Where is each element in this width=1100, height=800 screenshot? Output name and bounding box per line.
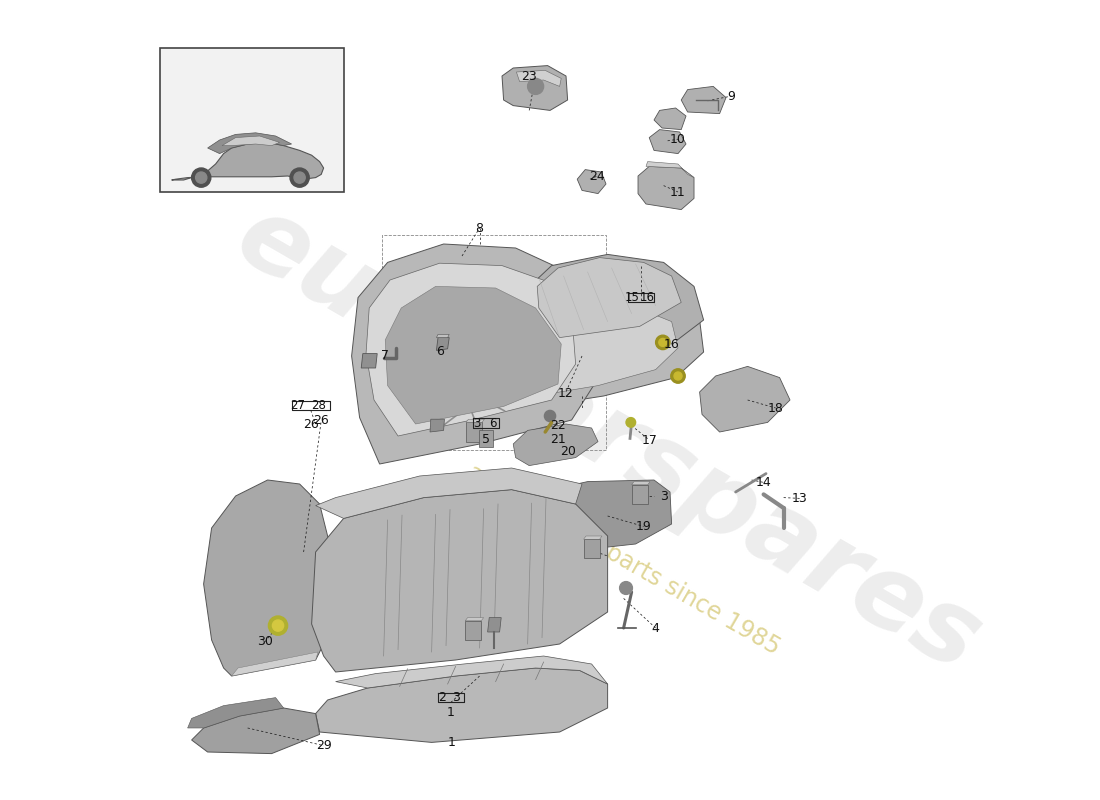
Text: 21: 21 (550, 433, 565, 446)
Circle shape (626, 418, 636, 427)
Circle shape (196, 172, 207, 183)
Polygon shape (638, 166, 694, 210)
Polygon shape (478, 430, 493, 447)
Polygon shape (316, 468, 582, 518)
Circle shape (544, 410, 556, 422)
Text: 12: 12 (558, 387, 573, 400)
Polygon shape (366, 263, 575, 436)
Text: 30: 30 (257, 635, 273, 648)
Text: 23: 23 (521, 70, 537, 82)
Text: 29: 29 (316, 739, 331, 752)
Bar (160, 48, 343, 192)
Text: 11: 11 (670, 186, 686, 198)
Circle shape (619, 582, 632, 594)
Polygon shape (649, 130, 686, 154)
Polygon shape (700, 366, 790, 432)
Text: 1: 1 (447, 706, 454, 718)
Circle shape (659, 338, 667, 346)
Polygon shape (584, 536, 602, 539)
Polygon shape (188, 698, 284, 728)
Polygon shape (537, 258, 681, 338)
Polygon shape (681, 86, 726, 114)
Text: 24: 24 (590, 170, 605, 182)
Polygon shape (232, 652, 318, 676)
Polygon shape (519, 308, 678, 396)
Polygon shape (514, 424, 598, 466)
Polygon shape (311, 490, 607, 672)
Circle shape (273, 620, 284, 631)
Text: 8: 8 (475, 222, 484, 234)
Polygon shape (646, 162, 694, 178)
Circle shape (671, 369, 685, 383)
Polygon shape (466, 422, 482, 442)
Polygon shape (172, 142, 323, 180)
Text: 16: 16 (640, 291, 656, 304)
Polygon shape (430, 419, 444, 432)
Text: 20: 20 (560, 445, 575, 458)
Circle shape (528, 78, 543, 94)
Text: 26: 26 (302, 418, 319, 431)
Text: 6: 6 (436, 346, 443, 358)
Polygon shape (584, 539, 600, 558)
Text: 13: 13 (792, 492, 807, 505)
Text: 4: 4 (651, 622, 660, 634)
Text: 3: 3 (660, 490, 668, 502)
Polygon shape (654, 108, 686, 130)
Circle shape (656, 335, 670, 350)
Text: 7: 7 (382, 350, 389, 362)
Text: 22: 22 (550, 419, 565, 432)
Text: 27: 27 (290, 399, 306, 412)
Polygon shape (510, 296, 704, 408)
Text: 19: 19 (636, 520, 651, 533)
Text: 15: 15 (625, 291, 640, 304)
Text: 16: 16 (663, 338, 680, 350)
Text: 17: 17 (641, 434, 657, 446)
Text: 2: 2 (438, 691, 446, 704)
Polygon shape (631, 485, 648, 504)
Circle shape (294, 172, 305, 183)
Polygon shape (204, 480, 336, 676)
Polygon shape (516, 70, 561, 86)
Text: 14: 14 (756, 476, 771, 489)
Polygon shape (631, 482, 650, 485)
Polygon shape (437, 334, 449, 338)
Polygon shape (191, 708, 320, 754)
Bar (382, 235, 606, 450)
Polygon shape (208, 133, 292, 154)
Text: 26: 26 (314, 414, 329, 427)
Polygon shape (504, 480, 672, 556)
Text: eurocarspares: eurocarspares (218, 186, 998, 694)
Polygon shape (466, 419, 484, 422)
Text: a passion for parts since 1985: a passion for parts since 1985 (463, 460, 784, 660)
Polygon shape (336, 656, 607, 688)
Text: 3: 3 (473, 417, 481, 430)
Text: 10: 10 (670, 133, 686, 146)
Polygon shape (437, 338, 449, 350)
Polygon shape (361, 354, 377, 368)
Text: 1: 1 (448, 736, 455, 749)
Text: 9: 9 (728, 90, 736, 102)
Polygon shape (385, 286, 561, 424)
Polygon shape (465, 621, 481, 640)
Circle shape (290, 168, 309, 187)
Polygon shape (526, 254, 704, 362)
Polygon shape (352, 244, 600, 464)
Polygon shape (578, 170, 606, 194)
Text: 18: 18 (768, 402, 783, 414)
Polygon shape (502, 66, 568, 110)
Polygon shape (487, 618, 502, 632)
Text: 28: 28 (311, 399, 327, 412)
Text: 3: 3 (452, 691, 460, 704)
Circle shape (674, 372, 682, 380)
Text: 6: 6 (488, 417, 496, 430)
Polygon shape (465, 618, 484, 621)
Polygon shape (316, 668, 607, 742)
Text: 5: 5 (482, 433, 490, 446)
Circle shape (268, 616, 287, 635)
Polygon shape (222, 136, 279, 146)
Circle shape (191, 168, 211, 187)
